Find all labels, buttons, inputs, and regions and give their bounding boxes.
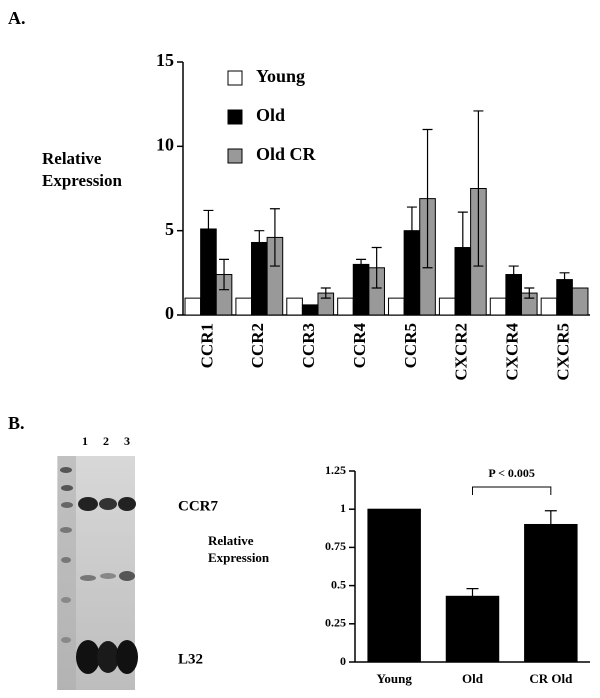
error-bar (406, 206, 417, 255)
bar (438, 297, 456, 316)
gel-image (57, 456, 138, 690)
y-tick-label: 0 (340, 654, 346, 668)
legend-swatch (227, 109, 243, 125)
significance-bracket (472, 486, 552, 495)
x-tick-label: CCR1 (197, 323, 216, 368)
bar (388, 297, 405, 316)
legend-label: Old CR (256, 144, 317, 164)
y-tick-label: 1 (340, 501, 346, 515)
band-label: L32 (178, 651, 203, 667)
error-bar (203, 209, 214, 249)
y-tick-label: 0 (165, 303, 174, 323)
error-bar (219, 258, 230, 291)
panel-label: B. (8, 413, 25, 433)
bar (286, 297, 303, 316)
bar (184, 297, 202, 316)
legend-label: Young (256, 66, 305, 86)
y-tick-label: 1.25 (325, 463, 346, 477)
bar (445, 595, 500, 663)
x-tick-label: CCR2 (248, 323, 267, 368)
error-bar (422, 128, 433, 269)
legend-label: Old (256, 105, 285, 125)
error-bar (356, 258, 367, 271)
error-bar (254, 230, 265, 255)
legend-swatch (227, 70, 243, 86)
x-tick-label: CXCR5 (553, 323, 572, 381)
y-tick-label: 0.75 (325, 539, 346, 553)
y-tick-label: 10 (156, 134, 174, 154)
bar (235, 297, 253, 316)
lane-label: 3 (124, 434, 130, 448)
error-bar (544, 510, 557, 539)
error-bar (457, 211, 468, 284)
x-tick-label: Old (462, 671, 484, 686)
error-bar (473, 110, 484, 267)
bar (337, 297, 354, 316)
x-tick-label: CR Old (529, 671, 573, 686)
y-axis-label: Relative Expression (208, 533, 270, 565)
bar (367, 508, 421, 663)
panel-label: A. (8, 8, 26, 28)
x-tick-label: CXCR4 (503, 323, 522, 381)
y-tick-label: 0.5 (331, 577, 346, 591)
lane-label: 1 (82, 434, 88, 448)
x-tick-label: CCR5 (401, 323, 420, 368)
error-bar (559, 272, 570, 287)
bar (571, 287, 589, 316)
y-tick-label: 5 (165, 219, 174, 239)
x-tick-label: CCR4 (350, 323, 369, 369)
bar (489, 297, 507, 316)
band-label: CCR7 (178, 498, 218, 514)
error-bar (466, 588, 479, 605)
annotation: P < 0.005 (488, 466, 535, 480)
error-bar (269, 208, 280, 267)
y-axis-label: Relative Expression (42, 149, 122, 191)
x-tick-label: Young (376, 671, 412, 686)
y-tick-label: 15 (156, 50, 174, 70)
bar (524, 523, 578, 663)
legend-swatch (227, 148, 243, 164)
x-tick-label: CXCR2 (452, 323, 471, 381)
bar (540, 297, 558, 316)
error-bar (524, 287, 535, 299)
y-tick-label: 0.25 (325, 616, 346, 630)
error-bar (320, 287, 331, 299)
bar (301, 304, 319, 316)
lane-label: 2 (103, 434, 109, 448)
error-bar (371, 246, 382, 289)
x-tick-label: CCR3 (299, 323, 318, 368)
bar (352, 263, 370, 316)
error-bar (508, 265, 519, 284)
